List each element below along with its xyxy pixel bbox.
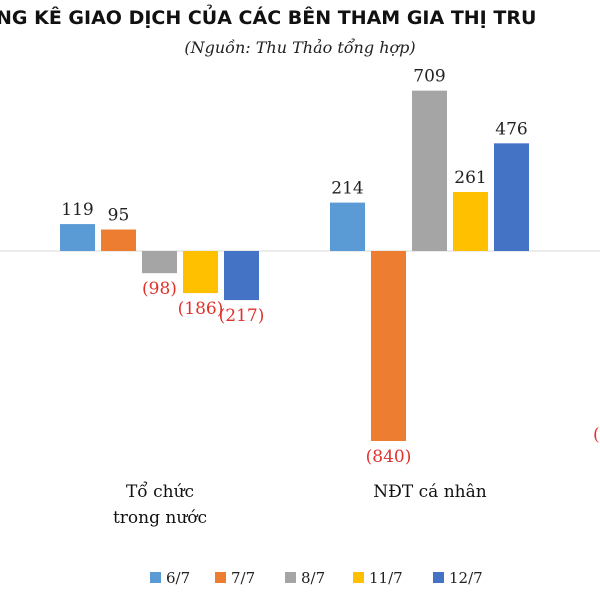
- bar-11-7-cat1: [183, 251, 218, 294]
- category-labels-layer: Tổ chức trong nước NĐT cá nhân: [113, 482, 487, 528]
- category-label: Tổ chức: [126, 482, 194, 502]
- bar-8-7-cat2: [412, 90, 447, 251]
- bar-6-7-cat1: [60, 224, 95, 251]
- data-label-partial: (: [593, 425, 600, 445]
- legend-swatch-12-7: [433, 572, 444, 583]
- legend: 6/7 7/7 8/7 11/7 12/7: [150, 569, 483, 587]
- legend-label: 7/7: [231, 569, 255, 587]
- chart-title: NG KÊ GIAO DỊCH CỦA CÁC BÊN THAM GIA THỊ…: [0, 4, 536, 29]
- data-label: (98): [142, 279, 177, 299]
- legend-label: 6/7: [166, 569, 190, 587]
- legend-swatch-8-7: [285, 572, 296, 583]
- bar-7-7-cat1: [101, 229, 136, 251]
- legend-swatch-6-7: [150, 572, 161, 583]
- legend-swatch-11-7: [353, 572, 364, 583]
- data-label: (186): [178, 299, 224, 319]
- data-label: 119: [61, 200, 93, 220]
- data-label: 476: [495, 119, 527, 139]
- data-label: 709: [413, 67, 445, 87]
- bar-8-7-cat1: [142, 251, 177, 274]
- data-label: 95: [108, 206, 130, 226]
- bars-layer: [60, 90, 529, 441]
- category-label: NĐT cá nhân: [373, 482, 486, 502]
- data-label: 261: [454, 168, 486, 188]
- chart-subtitle: (Nguồn: Thu Thảo tổng hợp): [184, 38, 415, 57]
- data-label: (217): [219, 306, 265, 326]
- bar-12-7-cat2: [494, 143, 529, 251]
- bar-6-7-cat2: [330, 202, 365, 251]
- data-label: (840): [366, 447, 412, 467]
- category-label: trong nước: [113, 508, 207, 528]
- legend-swatch-7-7: [215, 572, 226, 583]
- data-labels-layer: 119 214 95 (840) (98) 709 (186) 261 (217) 476 (: [61, 67, 599, 467]
- legend-label: 11/7: [369, 569, 403, 587]
- bar-12-7-cat1: [224, 251, 259, 301]
- legend-label: 12/7: [449, 569, 483, 587]
- legend-label: 8/7: [301, 569, 325, 587]
- bar-11-7-cat2: [453, 191, 488, 251]
- bar-7-7-cat2: [371, 251, 406, 441]
- data-label: 214: [331, 179, 363, 199]
